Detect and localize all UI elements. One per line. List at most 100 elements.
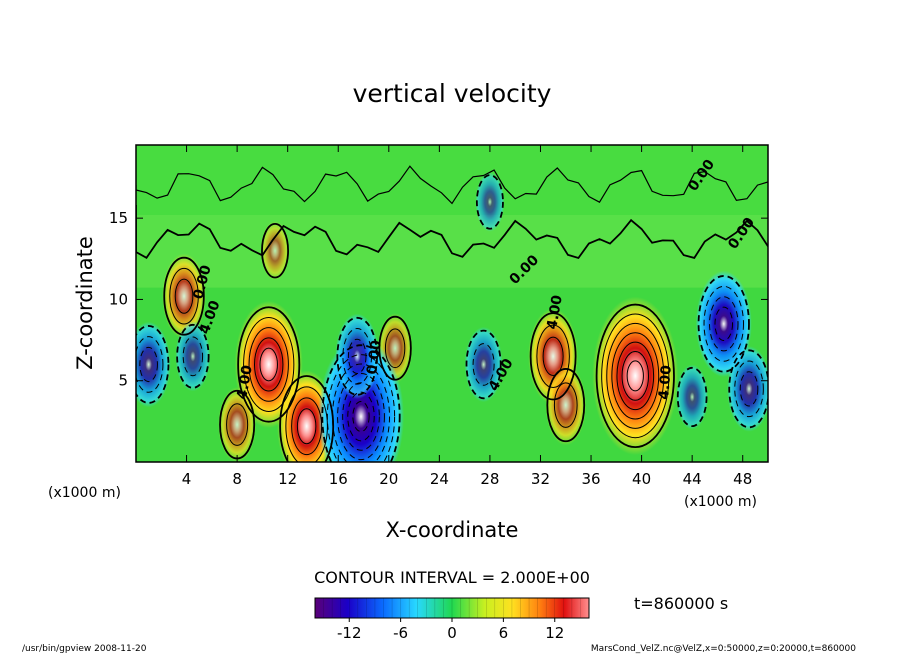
background-band (136, 214, 768, 288)
contour-line (163, 256, 205, 336)
contour-line (296, 408, 317, 445)
downdraft-core (335, 313, 380, 400)
contour-line (347, 338, 367, 374)
contour-line (703, 285, 744, 362)
downdraft-core (475, 172, 505, 232)
contour-line (542, 336, 564, 377)
contour-line (136, 336, 164, 393)
contour-line (182, 336, 204, 377)
contour-line (174, 278, 194, 314)
zero-contour-line (136, 205, 768, 260)
contour-line (136, 325, 170, 404)
x-axis-ticks: 4 8 12 16 20 24 28 32 36 40 44 48 (182, 145, 752, 488)
contour-line (342, 328, 373, 385)
x-tick-label: 28 (480, 470, 499, 488)
contour-line (621, 350, 650, 401)
contour-line (261, 222, 289, 279)
contour-line (616, 341, 655, 411)
x-axis-label: X-coordinate (386, 518, 519, 542)
x-tick-label: 32 (531, 470, 550, 488)
contour-label: 4.00 (234, 364, 256, 401)
x-tick-label: 40 (632, 470, 651, 488)
colorbar-steps (323, 598, 581, 618)
plot-frame (135, 144, 769, 463)
contour-line (714, 306, 734, 341)
contour-label: 0.00 (364, 339, 385, 376)
time-stamp-text: t=860000 s (634, 594, 728, 613)
contour-line (739, 371, 759, 407)
contour-line (226, 403, 249, 446)
x-axis-unit: (x1000 m) (684, 494, 757, 510)
contour-line (553, 382, 578, 428)
y-tick-label: 10 (109, 290, 128, 308)
contour-line (472, 343, 495, 386)
contour-line (728, 349, 768, 429)
updraft-core (260, 220, 290, 281)
contour-line (536, 324, 570, 389)
downdraft-core (727, 346, 768, 432)
contour-line (601, 313, 670, 439)
contour-line (291, 397, 323, 456)
colorbar-tick-label: 6 (499, 624, 509, 642)
x-tick-label: 12 (278, 470, 297, 488)
contour-line (352, 400, 370, 432)
y-axis-label: Z-coordinate (73, 236, 97, 370)
contour-line (611, 332, 660, 420)
contour-line (248, 327, 289, 402)
contour-line (676, 366, 708, 428)
contour-line (529, 312, 577, 401)
contour-line (384, 328, 406, 369)
contour-line (606, 322, 665, 429)
x-tick-label: 8 (232, 470, 242, 488)
updraft-core (545, 364, 587, 446)
contour-line (475, 174, 504, 230)
background-band (136, 145, 768, 215)
contour-line (378, 315, 412, 381)
x-tick-label: 44 (683, 470, 702, 488)
chart-title: vertical velocity (353, 79, 552, 108)
updraft-core (592, 296, 679, 456)
y-axis-ticks: 5 10 15 (109, 209, 768, 390)
downdraft-core (676, 364, 709, 430)
contour-line (626, 360, 644, 392)
x-tick-label: 48 (733, 470, 752, 488)
y-tick-label: 5 (118, 372, 128, 390)
colorbar-tick-label: 12 (545, 624, 564, 642)
downdraft-core (136, 321, 171, 408)
contour-line (465, 329, 502, 400)
footer-right-text: MarsCond_VelZ.nc@VelZ,x=0:50000,z=0:2000… (591, 644, 856, 654)
colorbar-tick-label: -6 (393, 624, 408, 642)
downdraft-core (464, 326, 503, 403)
contour-line (697, 275, 750, 373)
updraft-core (162, 253, 207, 339)
x-tick-label: 4 (182, 470, 192, 488)
contour-line (546, 368, 586, 443)
contour-line (139, 346, 158, 383)
contour-line (321, 344, 401, 462)
x-tick-label: 36 (581, 470, 600, 488)
contour-line (734, 360, 764, 418)
contour-label: 4.00 (544, 294, 566, 331)
zero-contour-line (136, 165, 768, 205)
x-tick-label: 16 (329, 470, 348, 488)
x-tick-label: 24 (430, 470, 449, 488)
contour-line (176, 323, 210, 389)
heatmap-plot-area (136, 145, 768, 462)
contour-line (169, 267, 199, 325)
contour-line (237, 306, 301, 423)
contour-line (347, 391, 375, 442)
colorbar-tick-label: -12 (337, 624, 362, 642)
footer-left-text: /usr/bin/gpview 2008-11-20 (22, 644, 147, 654)
contour-label: 4.00 (656, 364, 675, 400)
contour-line (336, 316, 378, 396)
contour-line (254, 337, 284, 392)
contour-line (595, 303, 675, 449)
x-axis-origin-unit: (x1000 m) (48, 485, 121, 501)
contour-line (259, 347, 278, 382)
contour-line (326, 354, 396, 462)
x-tick-label: 20 (379, 470, 398, 488)
contour-line (331, 363, 390, 462)
colorbar-ticks: -12 -6 0 6 12 (337, 618, 564, 642)
contour-interval-text: CONTOUR INTERVAL = 2.000E+00 (314, 568, 590, 587)
contour-line (337, 372, 385, 461)
